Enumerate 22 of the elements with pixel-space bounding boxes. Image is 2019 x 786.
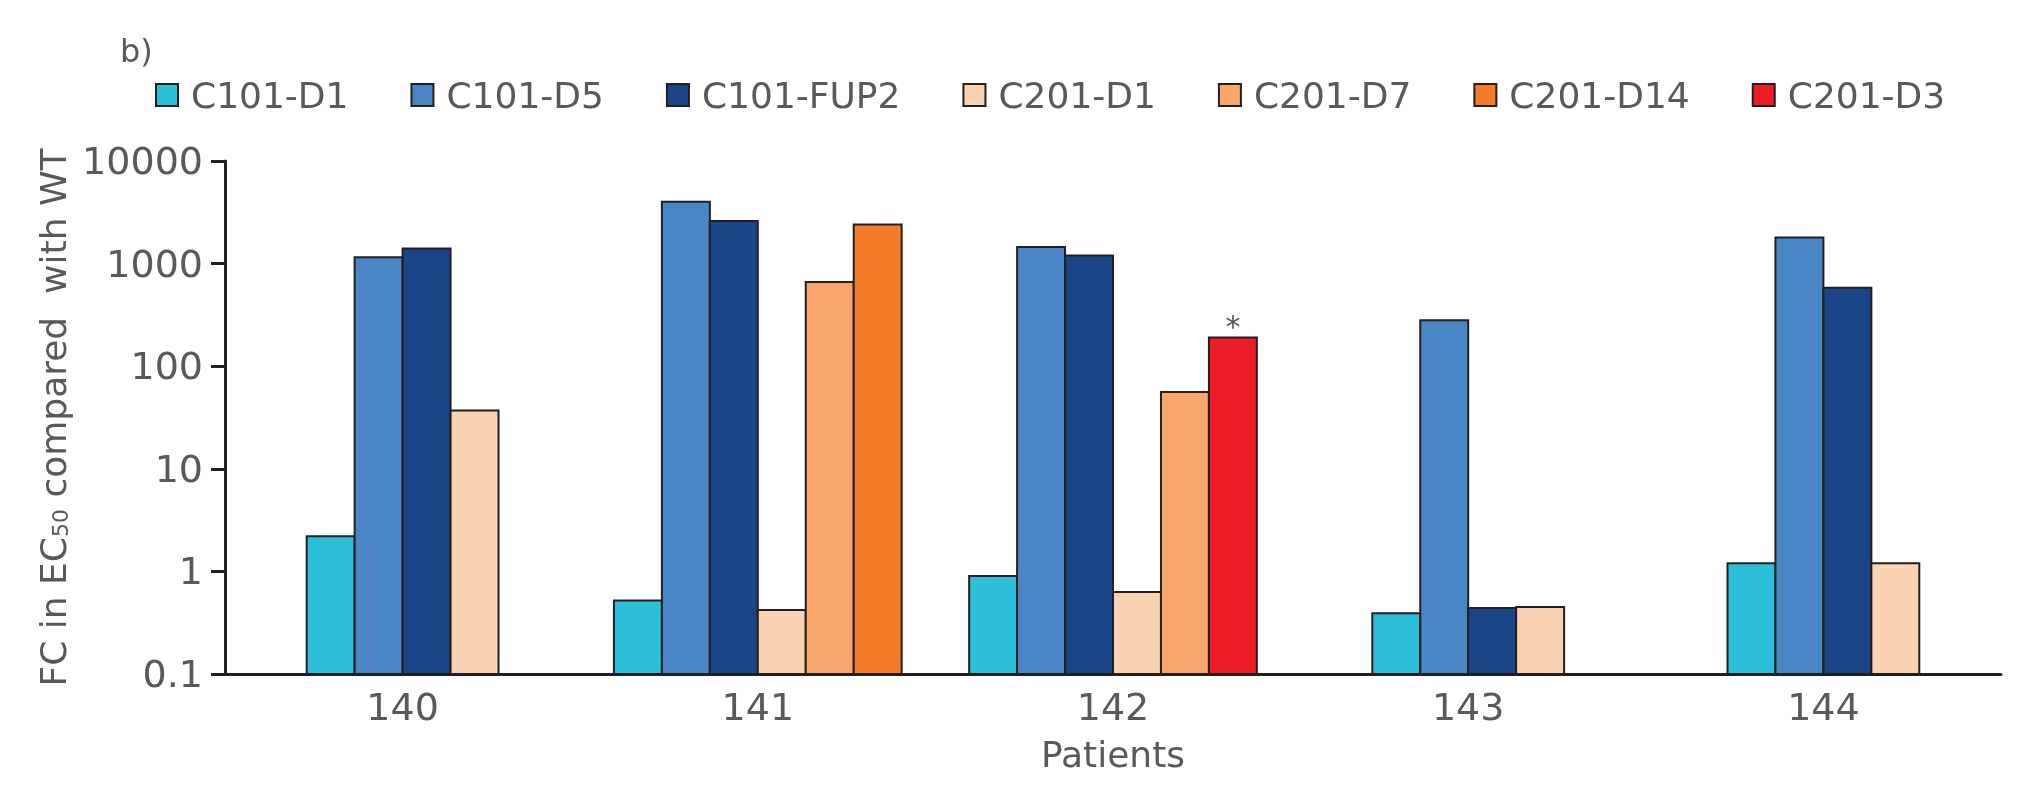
x-axis-title: Patients — [1040, 733, 1186, 775]
y-tick-label: 1000 — [106, 241, 203, 286]
x-tick-label: 141 — [721, 685, 795, 729]
x-tick-label: 144 — [1787, 685, 1860, 729]
x-tick-label: 142 — [1076, 685, 1150, 729]
legend-label: C101-FUP2 — [701, 74, 901, 116]
y-tick-label: 1 — [178, 549, 203, 594]
annotation: * — [1225, 309, 1241, 345]
chart-title: b) — [120, 32, 153, 70]
y-tick-label: 100 — [130, 344, 203, 389]
legend-label: C201-D3 — [1787, 74, 1946, 116]
y-tick-label: 10000 — [82, 139, 203, 183]
legend-label: C201-D1 — [998, 74, 1156, 116]
y-axis-title: FC in EC50 compared with WT — [32, 147, 74, 687]
legend-label: C201-D14 — [1509, 74, 1690, 116]
x-tick-label: 140 — [366, 685, 439, 729]
legend-label: C101-D1 — [191, 74, 349, 116]
x-tick-label: 143 — [1431, 685, 1505, 729]
y-tick-label: 0.1 — [142, 652, 203, 696]
legend-label: C101-D5 — [446, 74, 604, 116]
y-tick-label: 10 — [154, 446, 203, 491]
legend-label: C201-D7 — [1253, 74, 1412, 116]
